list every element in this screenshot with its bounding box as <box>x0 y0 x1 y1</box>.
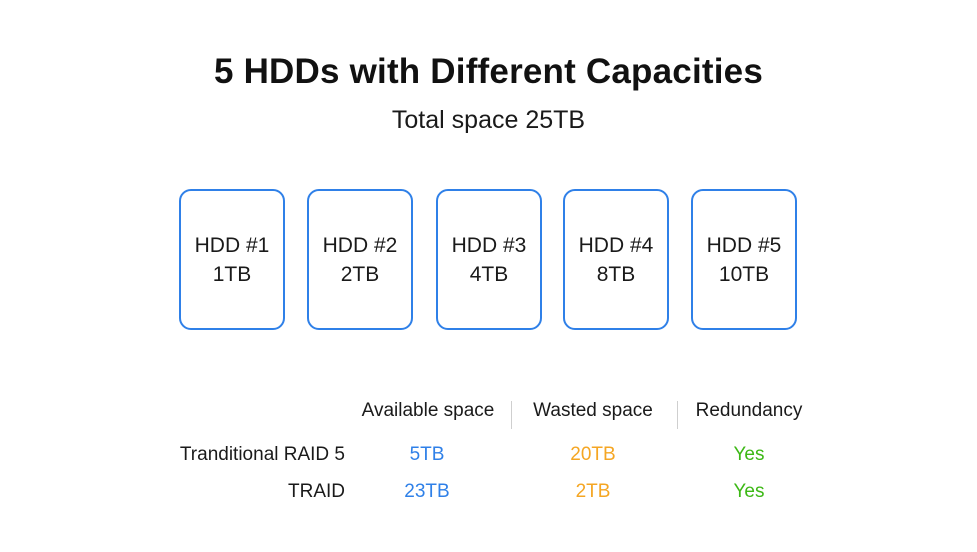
page-subtitle: Total space 25TB <box>391 106 586 134</box>
row-label-raid5: Tranditional RAID 5 <box>179 444 345 465</box>
hdd-box-4: HDD #4 8TB <box>563 189 669 330</box>
hdd-box-2: HDD #2 2TB <box>307 189 413 330</box>
hdd-capacity: 4TB <box>469 262 509 286</box>
hdd-box-3: HDD #3 4TB <box>436 189 542 330</box>
hdd-capacity: 10TB <box>718 262 770 286</box>
raid5-redundancy: Yes <box>733 444 765 465</box>
traid-wasted: 2TB <box>575 481 611 502</box>
header-redundancy: Redundancy <box>695 400 803 421</box>
header-divider <box>511 401 512 429</box>
header-available-space: Available space <box>361 400 495 421</box>
raid5-available: 5TB <box>409 444 445 465</box>
hdd-name: HDD #1 <box>194 233 270 257</box>
hdd-name: HDD #2 <box>322 233 398 257</box>
hdd-capacity: 8TB <box>596 262 636 286</box>
hdd-box-5: HDD #5 10TB <box>691 189 797 330</box>
header-wasted-space: Wasted space <box>533 400 653 421</box>
header-divider <box>677 401 678 429</box>
hdd-name: HDD #3 <box>451 233 527 257</box>
hdd-name: HDD #4 <box>578 233 654 257</box>
raid5-wasted: 20TB <box>570 444 616 465</box>
hdd-capacity: 2TB <box>340 262 380 286</box>
traid-redundancy: Yes <box>733 481 765 502</box>
hdd-box-1: HDD #1 1TB <box>179 189 285 330</box>
hdd-row: HDD #1 1TB HDD #2 2TB HDD #3 4TB HDD #4 … <box>0 189 977 334</box>
page-title: 5 HDDs with Different Capacities <box>213 52 764 91</box>
traid-available: 23TB <box>404 481 450 502</box>
hdd-capacity: 1TB <box>212 262 252 286</box>
hdd-name: HDD #5 <box>706 233 782 257</box>
row-label-traid: TRAID <box>288 481 345 502</box>
